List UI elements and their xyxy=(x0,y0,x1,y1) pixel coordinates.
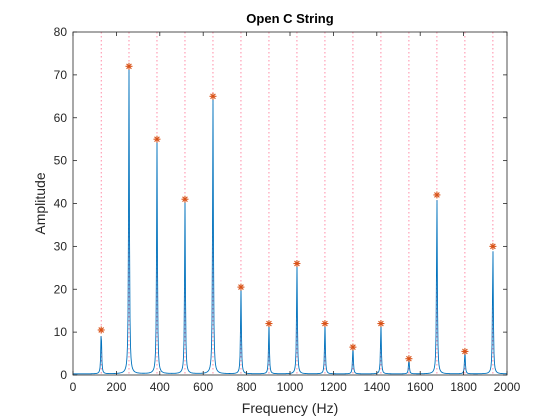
x-tick-label: 1600 xyxy=(407,380,434,394)
peak-markers xyxy=(97,62,497,363)
x-tick-label: 600 xyxy=(193,380,213,394)
peak-marker xyxy=(97,326,105,334)
x-axis-ticks: 0 200 400 600 800 1000 1200 1400 1600 1800 2000 xyxy=(70,32,521,394)
y-tick-label: 40 xyxy=(54,197,68,211)
x-tick-label: 400 xyxy=(150,380,170,394)
x-tick-label: 1200 xyxy=(320,380,347,394)
peak-marker xyxy=(489,242,497,250)
peak-marker xyxy=(265,320,273,328)
y-tick-label: 20 xyxy=(54,282,68,296)
y-tick-label: 70 xyxy=(54,68,68,82)
x-tick-label: 800 xyxy=(237,380,257,394)
peak-marker-stroke xyxy=(266,320,272,327)
peak-marker-stroke xyxy=(378,320,384,327)
x-axis-label: Frequency (Hz) xyxy=(242,400,338,416)
peak-marker-stroke xyxy=(154,136,160,143)
y-tick-label: 60 xyxy=(54,111,68,125)
peak-marker-stroke xyxy=(210,93,216,100)
x-tick-label: 1800 xyxy=(450,380,477,394)
peak-marker-stroke xyxy=(350,344,356,350)
peak-marker xyxy=(125,62,133,70)
peak-marker-stroke xyxy=(294,260,300,267)
peak-marker-stroke xyxy=(490,243,496,250)
peak-marker-stroke xyxy=(182,196,188,203)
x-tick-label: 200 xyxy=(106,380,126,394)
peak-marker-stroke xyxy=(406,355,412,362)
peak-marker-stroke xyxy=(98,327,105,333)
peak-marker xyxy=(237,283,245,291)
x-tick-label: 1000 xyxy=(277,380,304,394)
y-tick-label: 10 xyxy=(54,325,68,339)
peak-marker xyxy=(349,343,357,351)
plot-area xyxy=(73,32,507,375)
peak-marker xyxy=(181,195,189,203)
peak-marker xyxy=(461,347,469,355)
x-tick-label: 1400 xyxy=(363,380,390,394)
y-axis-label: Amplitude xyxy=(32,172,48,234)
peak-marker-stroke xyxy=(322,320,328,327)
peak-marker xyxy=(433,191,441,199)
peak-marker-stroke xyxy=(434,192,440,198)
x-tick-label: 2000 xyxy=(494,380,521,394)
y-tick-label: 0 xyxy=(60,368,67,382)
peak-marker-stroke xyxy=(126,63,132,70)
x-tick-label: 0 xyxy=(70,380,77,394)
peak-marker-stroke xyxy=(238,284,244,290)
peak-marker xyxy=(209,92,217,100)
y-axis-ticks: 0 10 20 30 40 50 60 70 80 xyxy=(54,25,507,382)
harmonic-guide-lines xyxy=(100,32,494,375)
peak-marker xyxy=(405,355,413,363)
y-tick-label: 50 xyxy=(54,154,68,168)
peak-marker xyxy=(153,135,161,143)
peak-marker xyxy=(377,320,385,328)
peak-marker xyxy=(321,320,329,328)
peak-marker xyxy=(293,260,301,268)
peak-marker-stroke xyxy=(462,348,468,355)
chart-title: Open C String xyxy=(246,11,333,26)
y-tick-label: 80 xyxy=(54,25,68,39)
y-tick-label: 30 xyxy=(54,239,68,253)
